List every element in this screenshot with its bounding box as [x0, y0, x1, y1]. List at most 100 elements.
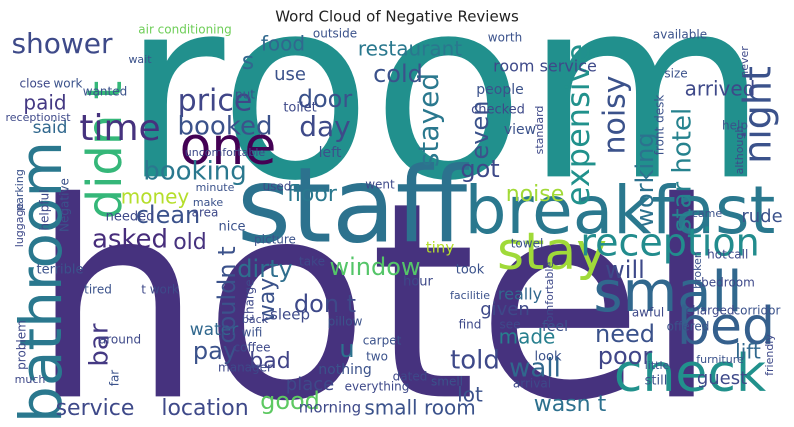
- word: room: [122, 0, 769, 235]
- word: coffee: [234, 341, 271, 355]
- word: pay: [193, 337, 237, 365]
- word: pillow: [328, 315, 363, 329]
- word: really: [498, 285, 542, 304]
- word: paid: [23, 91, 66, 115]
- word: needed: [106, 210, 155, 225]
- word: noisy: [598, 75, 633, 154]
- word: charge: [243, 279, 257, 320]
- word: need: [595, 320, 655, 348]
- word: don t: [294, 290, 356, 318]
- word: terrible: [36, 263, 83, 278]
- word: price: [178, 84, 253, 119]
- word: wanted: [83, 85, 127, 99]
- word: clean: [136, 201, 201, 229]
- word: breakfast: [465, 172, 776, 249]
- chart-title: Word Cloud of Negative Reviews: [275, 8, 519, 26]
- word: standard: [533, 106, 546, 155]
- word: checked: [471, 103, 525, 118]
- word: didn t: [77, 81, 133, 220]
- word: place: [286, 374, 334, 395]
- word: bed: [677, 297, 775, 357]
- word: offered: [667, 320, 710, 334]
- word: room service: [493, 57, 597, 76]
- word: bedroom: [701, 276, 755, 290]
- word: look: [534, 350, 562, 365]
- word: t work: [141, 283, 179, 297]
- word: rude: [741, 206, 782, 227]
- word: time: [79, 108, 160, 149]
- word: nice: [219, 220, 246, 235]
- word: close: [20, 77, 51, 91]
- word: sleep: [270, 306, 310, 324]
- word: awful: [632, 306, 664, 320]
- word: facilitie: [450, 289, 490, 302]
- word: service: [56, 396, 135, 421]
- word: smell: [431, 375, 463, 389]
- word: dirty: [237, 255, 292, 283]
- word: far: [108, 370, 122, 387]
- word: available: [653, 28, 707, 42]
- word: said: [33, 118, 68, 138]
- word: worth: [488, 31, 522, 45]
- word-cloud: roomhotelstaffbreakfaststaysmallbedcheck…: [5, 0, 782, 427]
- word: uncomfortable: [185, 146, 266, 159]
- word: find: [459, 318, 482, 332]
- word: luggage: [13, 203, 26, 248]
- word: even: [466, 101, 494, 160]
- word: arrival: [513, 377, 551, 391]
- word: made: [499, 325, 556, 349]
- word: shower: [11, 27, 113, 60]
- word: arrived: [685, 77, 756, 101]
- word: went: [365, 178, 395, 192]
- word: noise: [506, 182, 565, 207]
- word: air conditioning: [138, 23, 231, 37]
- word: Negative: [58, 178, 72, 232]
- word: little: [645, 359, 670, 372]
- word: around: [99, 333, 141, 347]
- word: star hotel: [668, 108, 698, 232]
- word: guest: [697, 368, 747, 389]
- word: never: [738, 46, 751, 78]
- word: back: [242, 313, 269, 326]
- word: used: [263, 180, 292, 194]
- word: working: [631, 132, 659, 227]
- word: got: [460, 155, 499, 183]
- word: booked: [178, 112, 273, 142]
- word: receptionist: [5, 111, 71, 124]
- word: parking: [13, 169, 26, 211]
- word: bathroom: [7, 141, 75, 423]
- word: minute: [196, 181, 235, 194]
- word: bar: [85, 323, 115, 366]
- word: asked: [92, 225, 168, 255]
- word: everything: [345, 380, 410, 394]
- word: given: [480, 299, 530, 320]
- word: view: [504, 122, 536, 138]
- word: water: [190, 320, 238, 340]
- word: check: [614, 344, 766, 404]
- word: see: [499, 318, 520, 332]
- word: hotel: [31, 145, 719, 427]
- word: make: [193, 196, 223, 209]
- word: booking: [143, 157, 247, 187]
- word: one: [180, 117, 277, 177]
- word: hot: [707, 248, 727, 262]
- word: toilet: [283, 101, 316, 116]
- word: comfortable: [543, 262, 556, 329]
- word: took: [456, 263, 485, 278]
- word: food: [261, 32, 305, 56]
- word: corridor: [734, 304, 781, 318]
- word: cold: [373, 60, 423, 88]
- word: money: [121, 185, 190, 209]
- word: window: [329, 253, 420, 281]
- word: will: [605, 256, 645, 284]
- word: feel: [542, 319, 568, 335]
- word: stay: [497, 222, 607, 282]
- word: wall: [509, 354, 561, 384]
- word: put: [235, 88, 255, 102]
- word: hour: [403, 275, 433, 290]
- word: old: [173, 230, 207, 255]
- word: front desk: [653, 95, 667, 156]
- word: problem: [15, 320, 29, 370]
